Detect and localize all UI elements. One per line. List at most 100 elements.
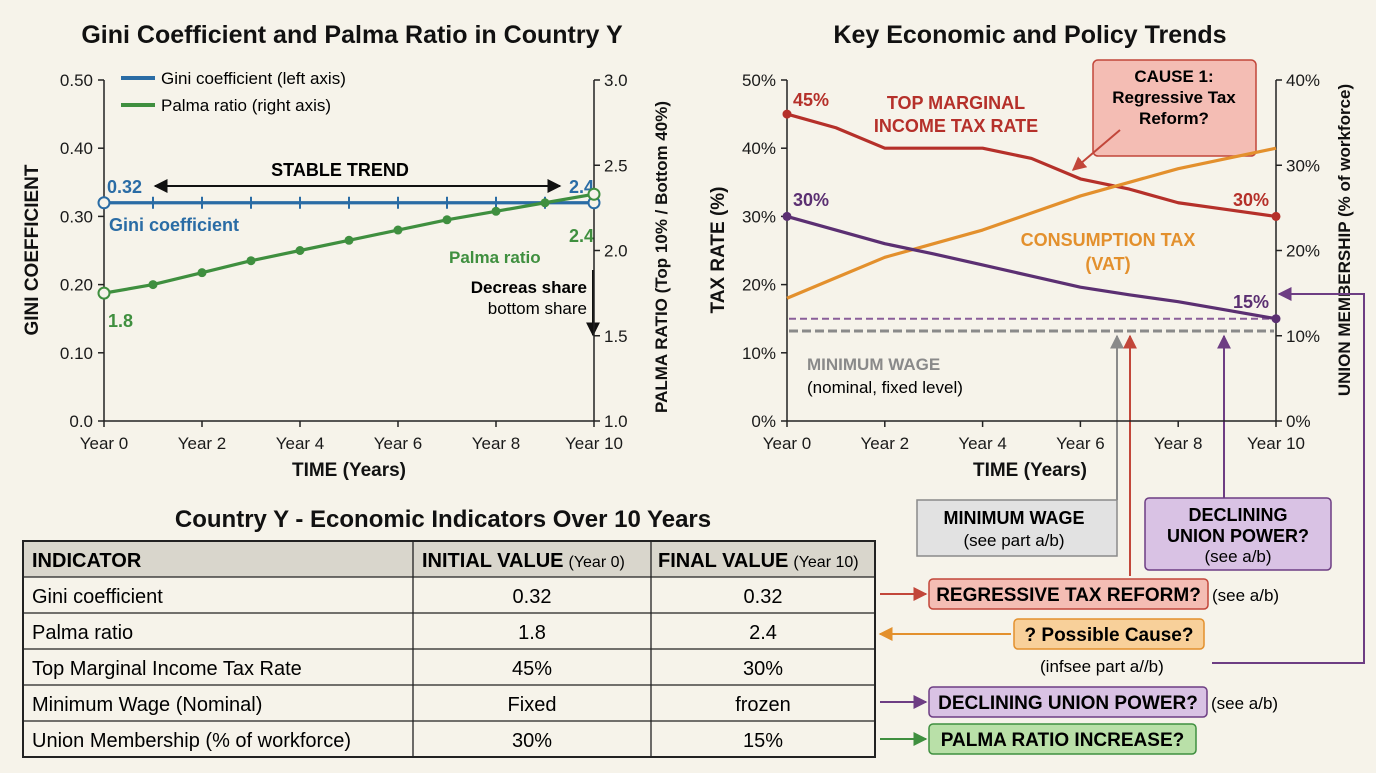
table-cell-final: 15% xyxy=(743,730,783,752)
top-rate-start-label: 45% xyxy=(793,90,829,110)
top-rate-series-label-2: INCOME TAX RATE xyxy=(874,116,1038,136)
chart1-y-tick-label: 0.30 xyxy=(60,207,93,226)
table-cell-initial: 1.8 xyxy=(518,622,546,644)
table-cell-initial: 0.32 xyxy=(513,586,552,608)
row-tag-box xyxy=(928,686,1208,718)
table-cell-initial: 30% xyxy=(512,730,552,752)
chart2-y2-tick-label: 0% xyxy=(1286,412,1311,431)
chart1-y-tick-label: 0.20 xyxy=(60,276,93,295)
chart2-y-tick-label: 30% xyxy=(742,207,776,226)
cause-1-arrow xyxy=(1071,129,1121,171)
chart2-point-2 xyxy=(782,211,792,221)
minimum-wage-callout-title: MINIMUM WAGE xyxy=(944,508,1085,528)
row-tag-box xyxy=(928,723,1197,755)
palma-start-label: 1.8 xyxy=(108,311,133,331)
union-power-callout-3: (see a/b) xyxy=(1204,547,1271,566)
chart1-endpoint-1 xyxy=(97,286,111,300)
union-end-label: 15% xyxy=(1233,292,1269,312)
table-header-bg xyxy=(23,541,875,577)
row-tag-box xyxy=(928,578,1209,610)
gini-start-label: 0.32 xyxy=(107,177,142,197)
chart1-y-tick-label: 0.0 xyxy=(69,412,93,431)
chart2-plot: 0% 10% 20% 30% 40% 50% 0% 10% 20% 30% 40% Year 0 Yea… xyxy=(742,71,1320,453)
chart1-y-axis-label: GINI COEFFICIENT xyxy=(22,164,43,335)
chart2-x-tick-label: Year 2 xyxy=(861,434,910,453)
cause-1-line-1: CAUSE 1: xyxy=(1134,67,1213,86)
chart1-x-tick-label: Year 4 xyxy=(276,434,325,453)
row-tag-box xyxy=(1013,618,1205,650)
table-header-indicator: INDICATOR xyxy=(32,550,142,572)
chart2-y2-tick-label: 20% xyxy=(1286,242,1320,261)
chart1-y2-axis-label: PALMA RATIO (Top 10% / Bottom 40%) xyxy=(652,101,671,413)
top-rate-end-label: 30% xyxy=(1233,190,1269,210)
cause-1-line-2: Regressive Tax xyxy=(1112,88,1236,107)
union-membership-connector xyxy=(1212,287,1365,664)
chart1-y-tick-label: 0.50 xyxy=(60,71,93,90)
chart2-x-tick-label: Year 6 xyxy=(1056,434,1105,453)
chart2-point-0 xyxy=(1271,211,1281,221)
chart1-point-1 xyxy=(344,235,354,245)
chart2-x-tick-label: Year 8 xyxy=(1154,434,1203,453)
table-header-final: FINAL VALUE (Year 10) xyxy=(658,550,859,572)
chart1-title: Gini Coefficient and Palma Ratio in Coun… xyxy=(81,21,623,49)
chart2-title: Key Economic and Policy Trends xyxy=(833,21,1226,49)
minimum-wage-callout-sub: (see part a/b) xyxy=(963,531,1064,550)
chart1-y2-tick-label: 1.5 xyxy=(604,327,628,346)
table-title: Country Y - Economic Indicators Over 10 … xyxy=(175,506,711,533)
minimum-wage-line-sublabel: (nominal, fixed level) xyxy=(807,378,963,397)
chart2-y2-tick-label: 40% xyxy=(1286,71,1320,90)
chart2-y-tick-label: 20% xyxy=(742,276,776,295)
legend-palma-label: Palma ratio (right axis) xyxy=(161,96,331,115)
chart1-y2-tick-label: 2.0 xyxy=(604,242,628,261)
table-cell-initial: 45% xyxy=(512,658,552,680)
chart1-y2-tick-label: 2.5 xyxy=(604,156,628,175)
table-cell-indicator: Union Membership (% of workforce) xyxy=(32,730,351,752)
vat-series-label-2: (VAT) xyxy=(1085,254,1130,274)
row-tag-note: (see a/b) xyxy=(1211,694,1278,713)
row-tag-label: ? Possible Cause? xyxy=(1025,625,1194,646)
chart1-y2-tick-label: 3.0 xyxy=(604,71,628,90)
table-cell-indicator: Gini coefficient xyxy=(32,586,163,608)
decrease-share-label: Decreas share xyxy=(471,278,587,297)
bottom-share-label: bottom share xyxy=(488,299,587,318)
cause-1-line-3: Reform? xyxy=(1139,109,1209,128)
legend-gini-label: Gini coefficient (left axis) xyxy=(161,69,346,88)
chart2-y-axis-label: TAX RATE (%) xyxy=(708,186,729,313)
chart1-point-1 xyxy=(540,198,550,208)
table-cell-final: 0.32 xyxy=(744,586,783,608)
vat-series-label-1: CONSUMPTION TAX xyxy=(1021,230,1196,250)
chart1-point-1 xyxy=(197,268,207,278)
row-tags: REGRESSIVE TAX REFORM? (see a/b) ? Possibl… xyxy=(878,578,1279,755)
chart1-y-tick-label: 0.40 xyxy=(60,139,93,158)
chart1-x-tick-label: Year 8 xyxy=(472,434,521,453)
chart2-series-line-0 xyxy=(786,112,1277,218)
palma-end-label: 2.4 xyxy=(569,226,594,246)
row-tag-note: (see a/b) xyxy=(1212,586,1279,605)
chart2-y2-tick-label: 10% xyxy=(1286,327,1320,346)
palma-inline-label: Palma ratio xyxy=(449,248,541,267)
chart1-x-tick-label: Year 6 xyxy=(374,434,423,453)
chart2-y-tick-label: 40% xyxy=(742,139,776,158)
union-power-callout-1: DECLINING xyxy=(1189,505,1288,525)
chart1-point-1 xyxy=(393,225,403,235)
chart2-y-tick-label: 50% xyxy=(742,71,776,90)
gini-inline-label: Gini coefficient xyxy=(109,215,239,235)
chart1-endpoint-0 xyxy=(97,196,111,210)
chart2-x-tick-label: Year 0 xyxy=(763,434,812,453)
chart1-point-1 xyxy=(295,246,305,255)
chart2-y2-axis-label: UNION MEMBERSHIP (% of workforce) xyxy=(1335,84,1354,396)
gini-end-label: 2.4 xyxy=(569,177,594,197)
table-header-initial: INITIAL VALUE (Year 0) xyxy=(422,550,625,572)
chart1-x-tick-label: Year 0 xyxy=(80,434,129,453)
table-cell-final: 2.4 xyxy=(749,622,777,644)
chart1-point-1 xyxy=(246,256,256,266)
minimum-wage-line-label: MINIMUM WAGE xyxy=(807,355,940,374)
stable-trend-label: STABLE TREND xyxy=(271,160,409,180)
chart2-y-tick-label: 0% xyxy=(751,412,776,431)
union-power-callout-2: UNION POWER? xyxy=(1167,526,1309,546)
chart1-point-1 xyxy=(491,206,501,216)
union-start-label: 30% xyxy=(793,190,829,210)
row-tag-label: REGRESSIVE TAX REFORM? xyxy=(936,585,1201,606)
indicator-table: INDICATOR INITIAL VALUE (Year 0) FINAL VALU… xyxy=(22,540,876,758)
